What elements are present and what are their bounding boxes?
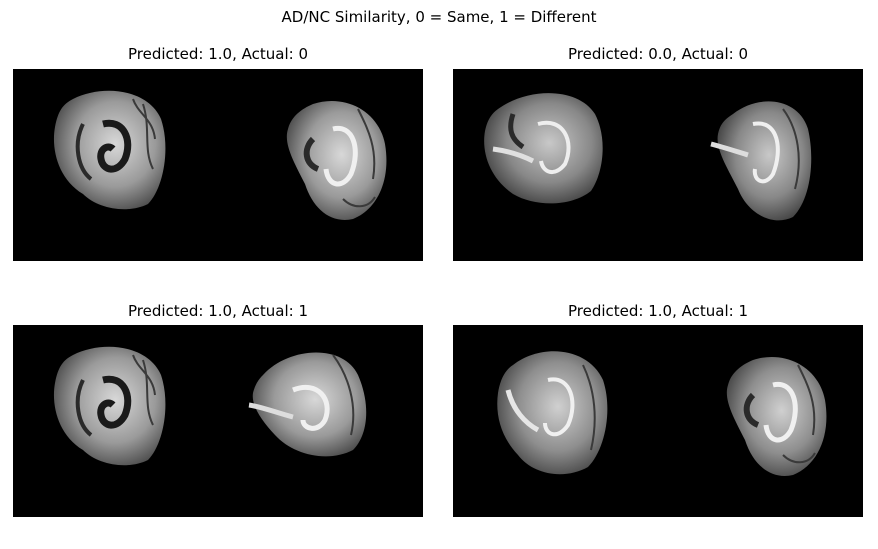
right-brain-slice (248, 352, 367, 457)
left-brain-slice (53, 90, 166, 210)
left-brain-slice (484, 93, 603, 204)
panel-2-title: Predicted: 0.0, Actual: 0 (568, 45, 748, 63)
panel-4-image (453, 325, 863, 517)
brain-pair-image-1 (53, 90, 387, 220)
panel-1-image (13, 69, 423, 261)
right-brain-slice (710, 101, 812, 221)
left-brain-slice (497, 351, 608, 475)
panel-3-title: Predicted: 1.0, Actual: 1 (128, 302, 308, 320)
panel-1-title: Predicted: 1.0, Actual: 0 (128, 45, 308, 63)
panel-2-image (453, 69, 863, 261)
panel-3-image (13, 325, 423, 517)
figure-suptitle: AD/NC Similarity, 0 = Same, 1 = Differen… (281, 8, 597, 26)
brain-pair-image-4 (497, 351, 827, 476)
panel-4-title: Predicted: 1.0, Actual: 1 (568, 302, 748, 320)
right-brain-slice (286, 100, 387, 220)
right-brain-slice (726, 356, 827, 476)
brain-pair-image-3 (53, 346, 367, 466)
brain-pair-image-2 (484, 93, 812, 221)
left-brain-slice (53, 346, 166, 466)
